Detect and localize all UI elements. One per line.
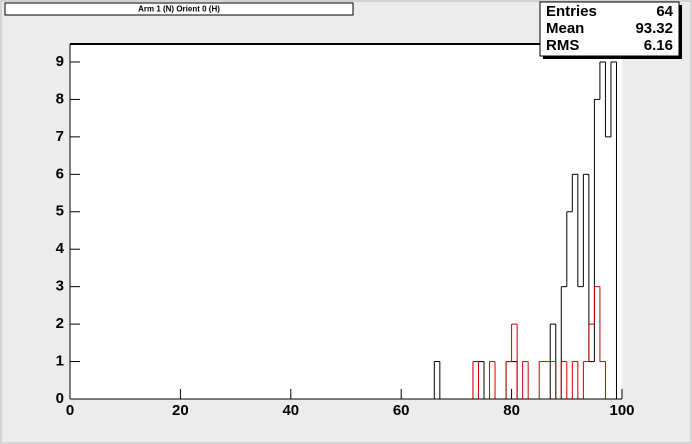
stat-label: Entries [546,3,597,20]
y-tick-label: 6 [56,165,64,182]
y-tick-label: 4 [56,240,65,257]
x-tick-label: 100 [609,402,634,419]
y-tick-label: 0 [56,390,64,407]
x-tick-label: 20 [172,402,189,419]
y-tick-label: 5 [56,203,64,220]
stat-value: 6.16 [644,37,673,54]
y-tick-label: 3 [56,278,64,295]
plot-frame [70,44,622,399]
y-tick-label: 1 [56,353,64,370]
x-tick-label: 40 [282,402,299,419]
stat-value: 93.32 [635,20,673,37]
x-tick-label: 60 [393,402,410,419]
title-box [4,2,354,16]
x-tick-label: 80 [503,402,520,419]
stat-value: 64 [656,3,673,20]
y-tick-label: 8 [56,90,64,107]
chart-title: Arm 1 (N) Orient 0 (H) [138,5,220,14]
x-tick-label: 0 [66,402,74,419]
y-tick-label: 7 [56,128,64,145]
stats-box [539,1,680,57]
y-tick-label: 2 [56,315,64,332]
y-tick-label: 9 [56,53,64,70]
stat-label: RMS [546,37,579,54]
stat-label: Mean [546,20,584,37]
